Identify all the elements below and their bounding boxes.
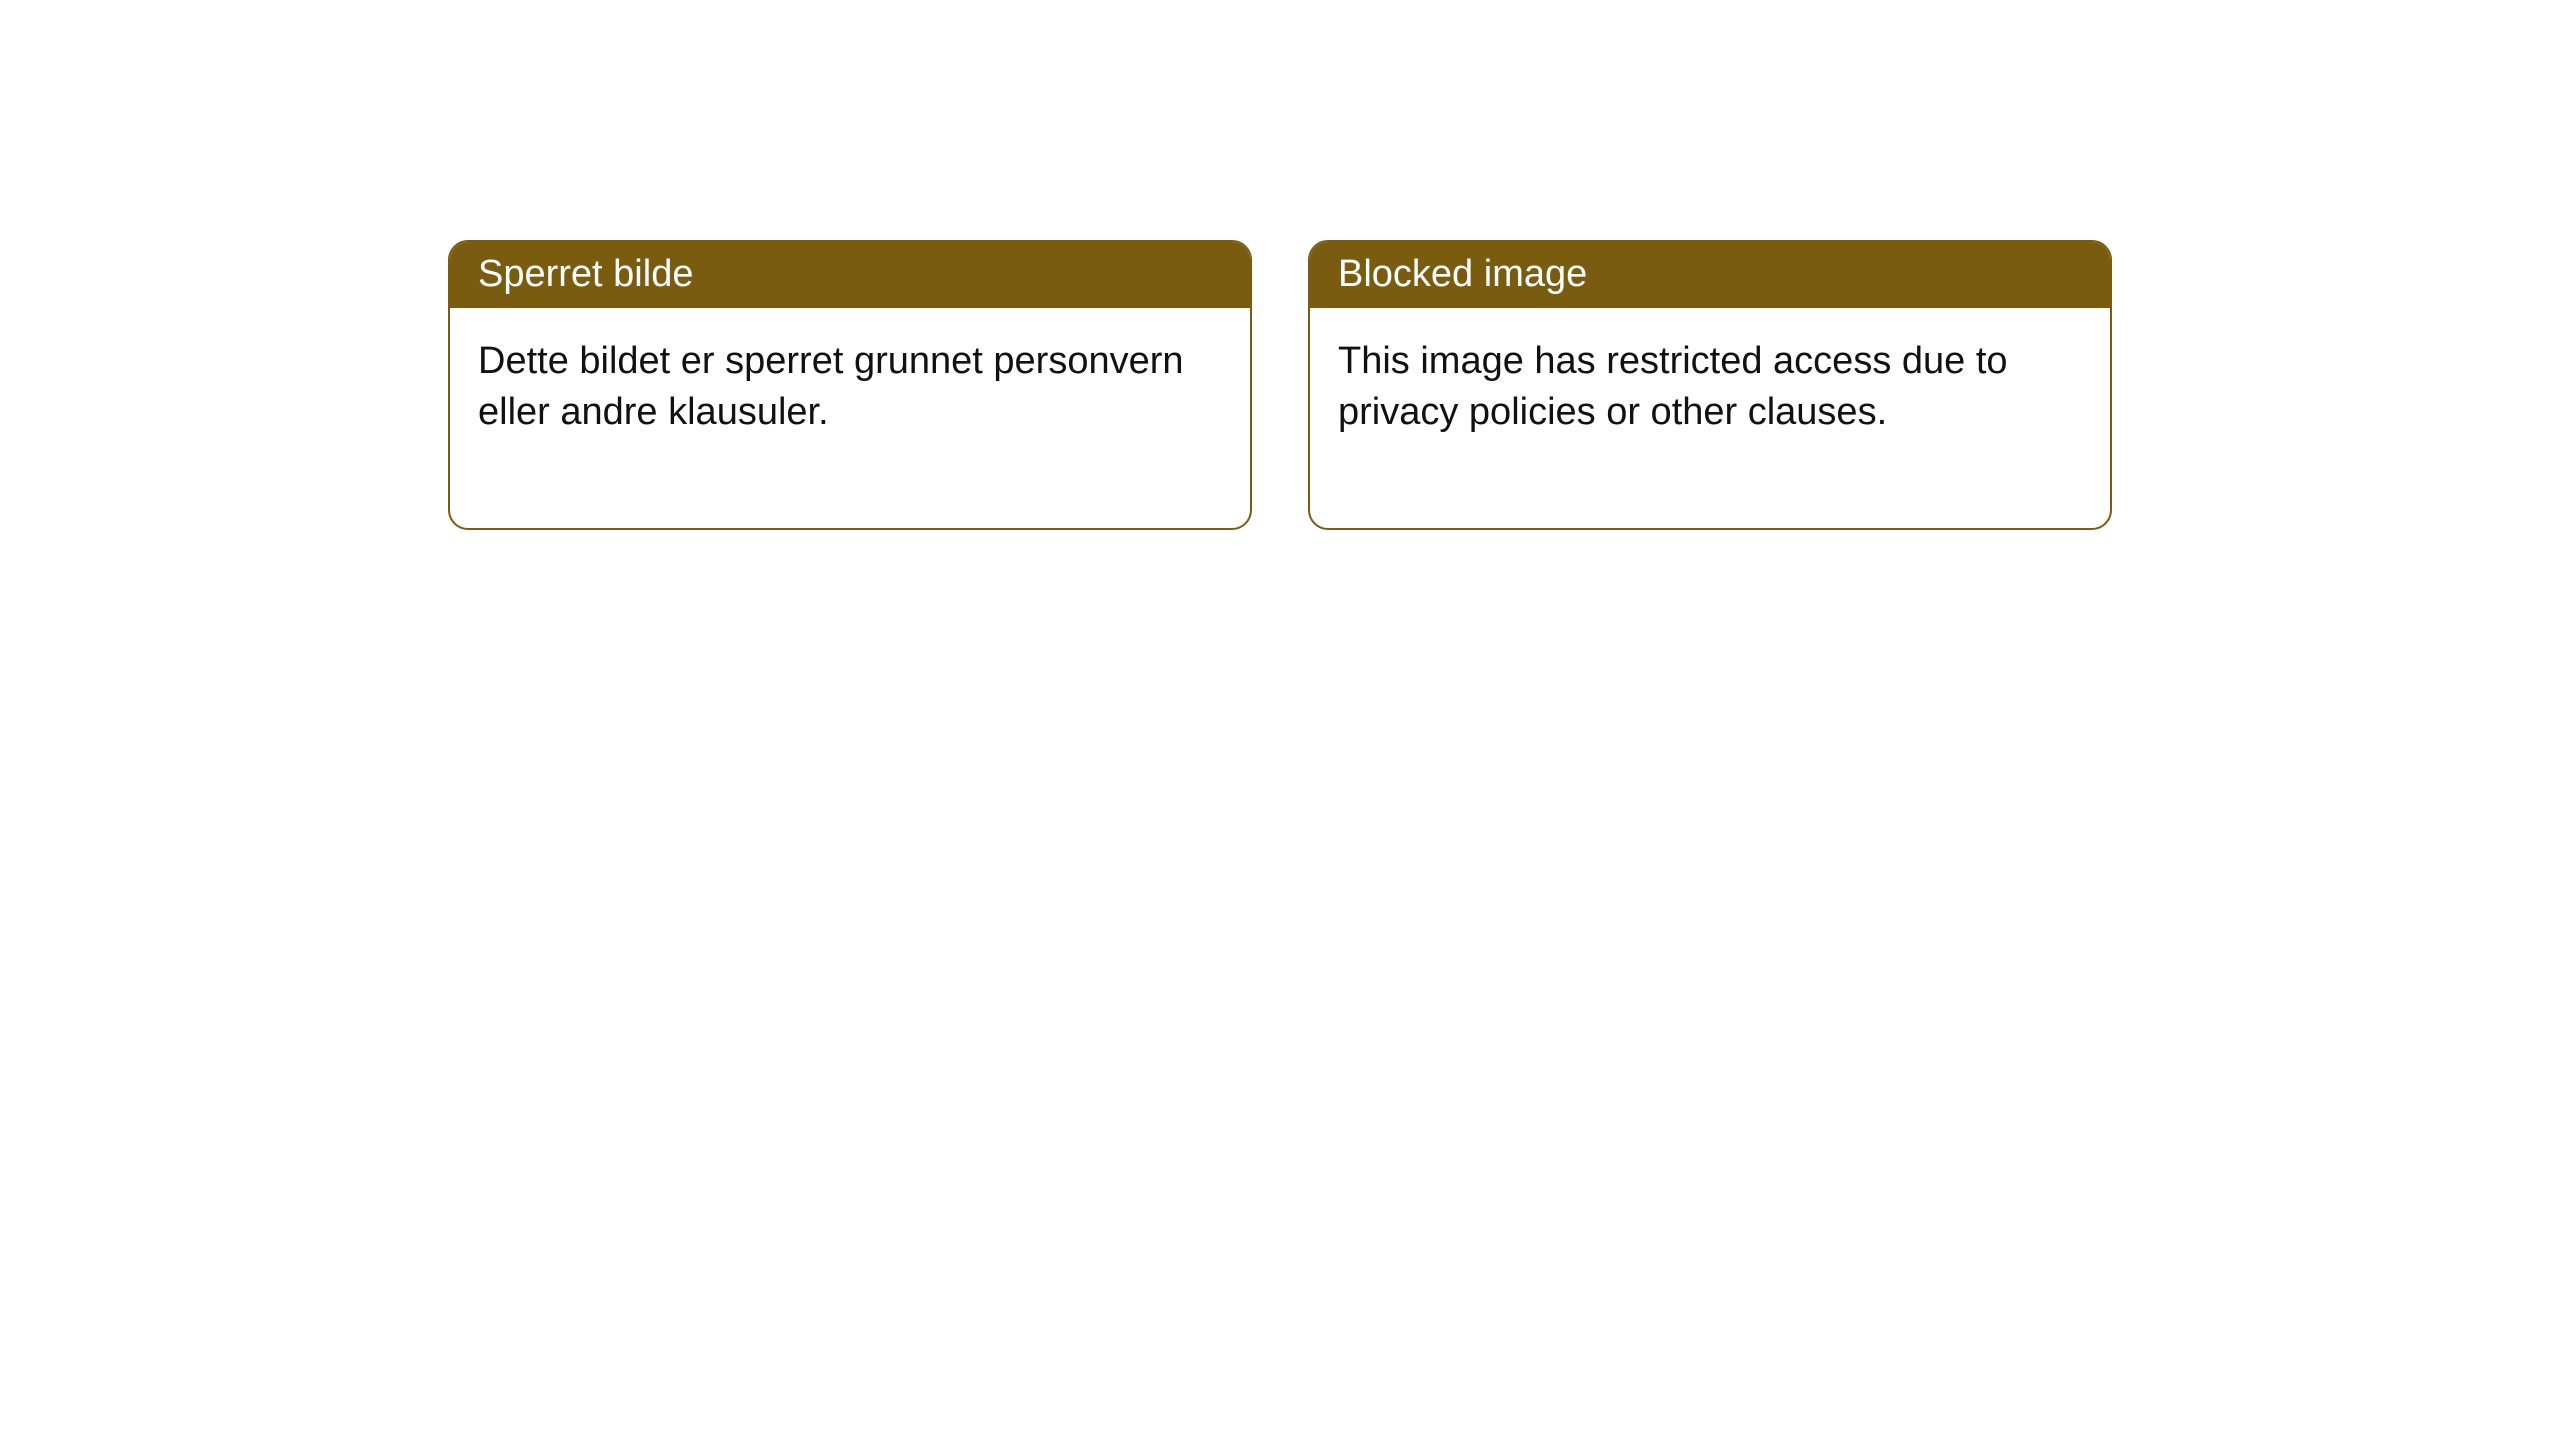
notice-card-english: Blocked image This image has restricted … (1308, 240, 2112, 530)
notice-card-body: This image has restricted access due to … (1310, 308, 2110, 529)
notice-card-body: Dette bildet er sperret grunnet personve… (450, 308, 1250, 529)
notice-cards-container: Sperret bilde Dette bildet er sperret gr… (0, 0, 2560, 530)
notice-card-norwegian: Sperret bilde Dette bildet er sperret gr… (448, 240, 1252, 530)
notice-card-header: Sperret bilde (450, 242, 1250, 308)
notice-card-header: Blocked image (1310, 242, 2110, 308)
